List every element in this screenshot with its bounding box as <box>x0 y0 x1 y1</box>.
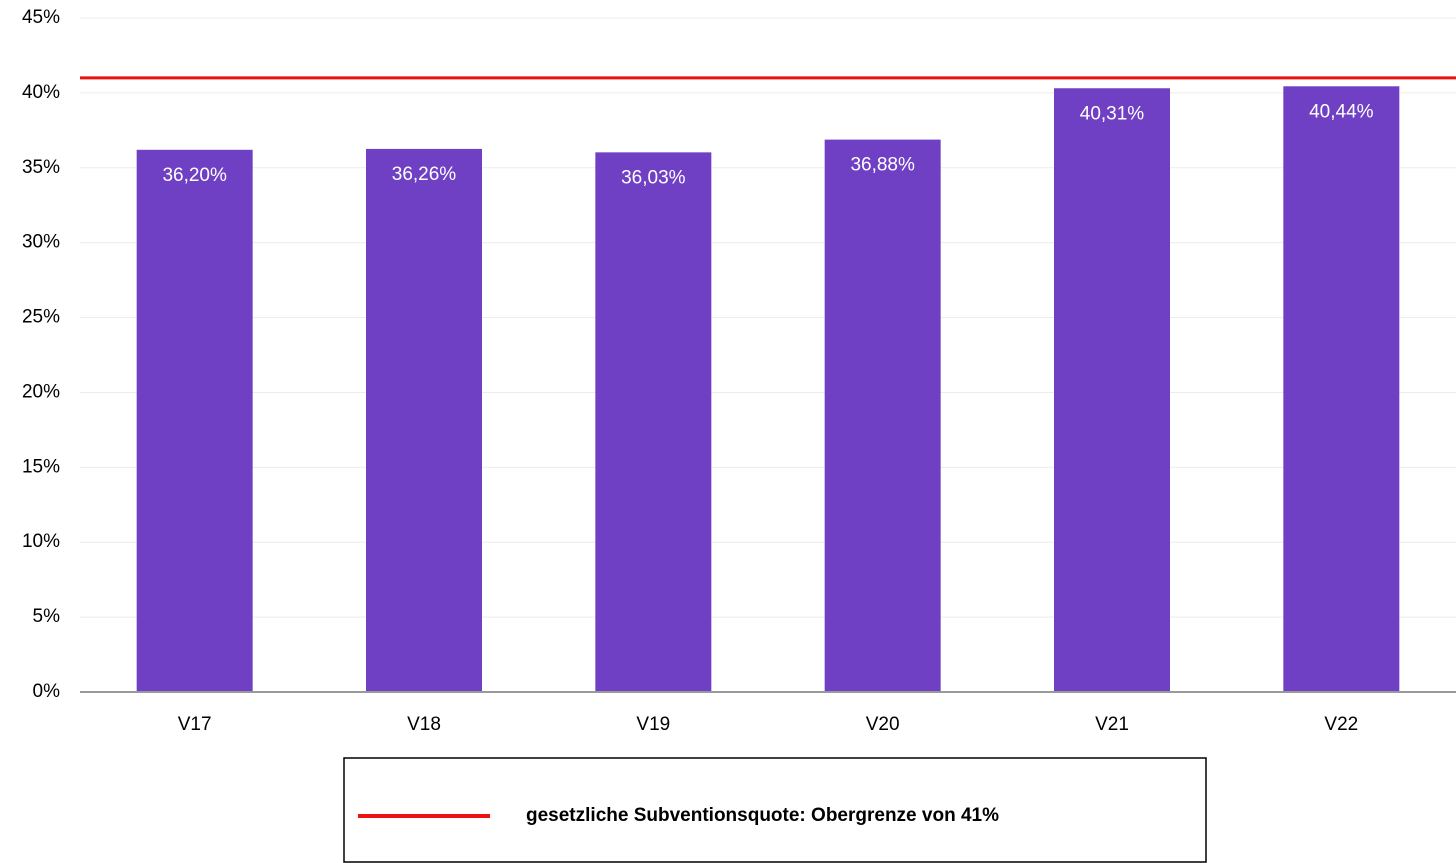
bar <box>595 152 712 693</box>
data-label: 36,88% <box>850 155 915 176</box>
y-tick-label: 15% <box>22 456 60 477</box>
legend-label: gesetzliche Subventionsquote: Obergrenze… <box>526 805 999 826</box>
data-label: 36,20% <box>162 165 227 186</box>
legend-box <box>343 757 1207 863</box>
x-tick-label: V22 <box>1324 714 1358 735</box>
bar <box>136 149 253 692</box>
x-tick-label: V18 <box>407 714 441 735</box>
x-tick-label: V17 <box>178 714 212 735</box>
y-tick-label: 25% <box>22 307 60 328</box>
y-tick-label: 0% <box>33 681 61 702</box>
bar <box>1283 86 1400 693</box>
data-label: 36,26% <box>392 164 457 185</box>
y-tick-label: 20% <box>22 381 60 402</box>
y-tick-label: 5% <box>33 606 61 627</box>
y-tick-label: 10% <box>22 531 60 552</box>
y-tick-label: 40% <box>22 82 60 103</box>
y-tick-label: 30% <box>22 232 60 253</box>
bar <box>1054 88 1170 692</box>
data-label: 40,44% <box>1309 101 1374 122</box>
y-tick-label: 45% <box>22 7 60 28</box>
data-label: 40,31% <box>1080 103 1145 124</box>
bar <box>824 139 941 692</box>
y-tick-label: 35% <box>22 157 60 178</box>
x-tick-label: V21 <box>1095 714 1129 735</box>
data-label: 36,03% <box>621 167 686 188</box>
x-tick-label: V19 <box>636 714 670 735</box>
x-tick-label: V20 <box>866 714 900 735</box>
bar <box>366 148 482 693</box>
